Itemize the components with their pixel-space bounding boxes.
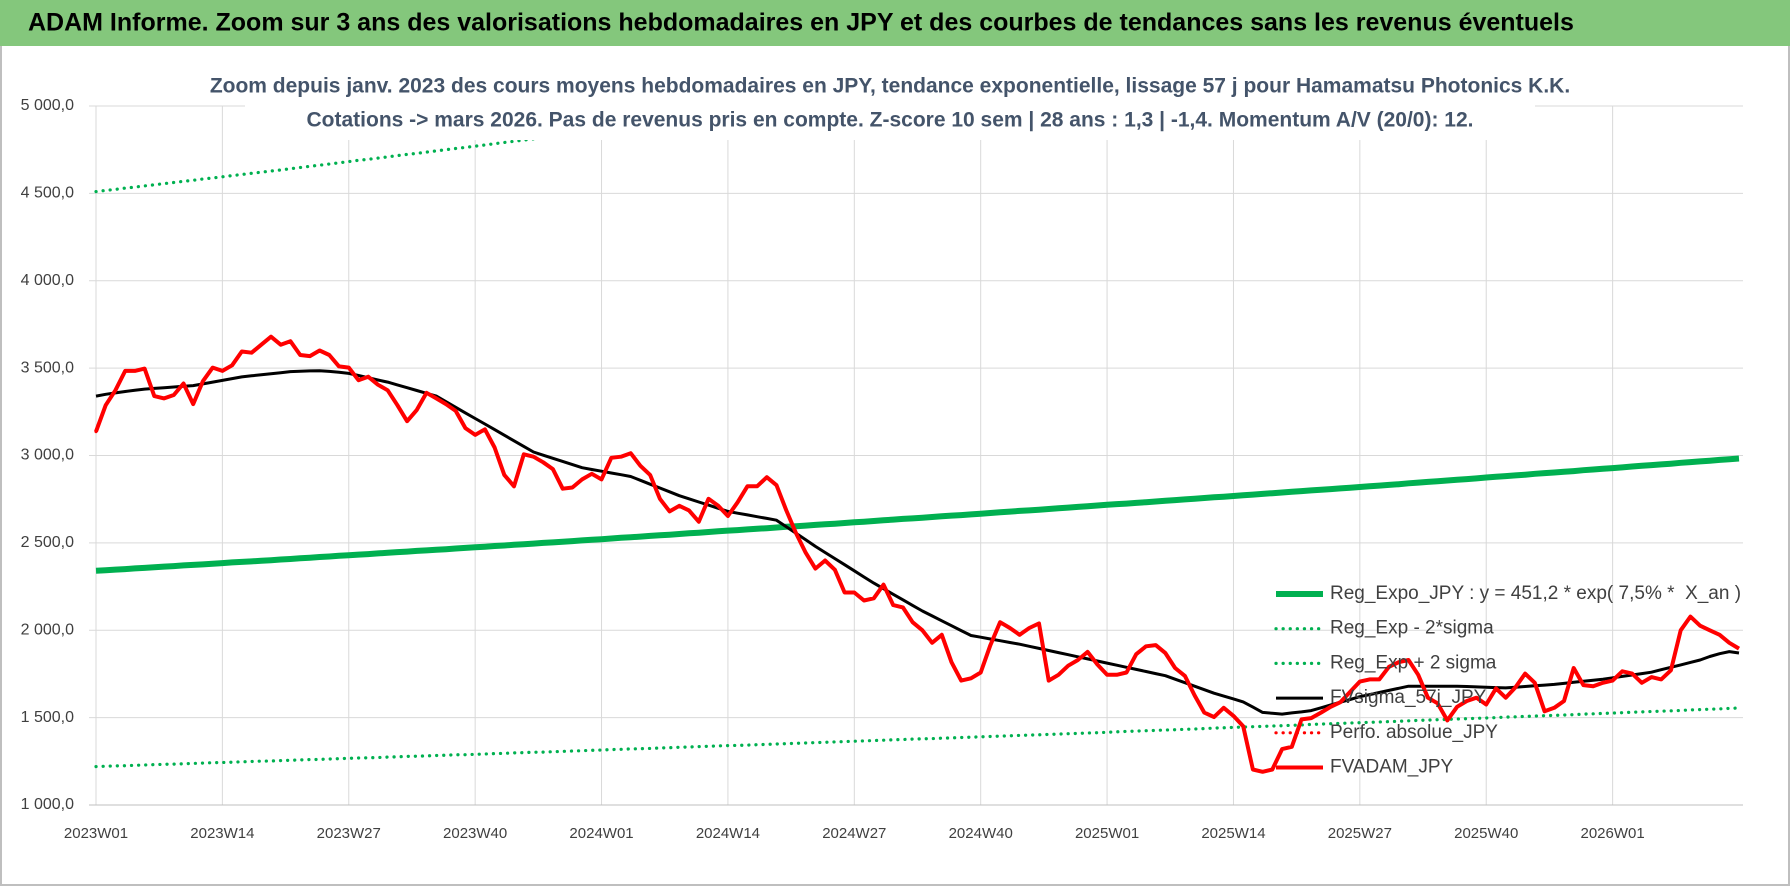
chart-subtitle: Cotations -> mars 2026. Pas de revenus p… [307,109,1474,132]
x-tick-label: 2023W14 [190,825,254,842]
x-tick-label: 2024W01 [569,825,633,842]
chart-title: Zoom depuis janv. 2023 des cours moyens … [210,75,1570,98]
legend: Reg_Expo_JPY : y = 451,2 * exp( 7,5% * X… [1274,583,1741,778]
axes: 1 000,0 1 500,0 2 000,0 2 500,0 3 000,0 3 500… [21,97,1743,842]
y-tick-label: 4 500,0 [21,185,74,202]
legend-label: FVsigma_57j_JPY [1330,687,1487,708]
x-tick-label: 2026W01 [1581,825,1645,842]
x-tick-label: 2024W40 [949,825,1013,842]
title-box [245,68,1535,140]
legend-label: Perfo. absolue_JPY [1330,722,1498,743]
x-tick-label: 2025W40 [1454,825,1518,842]
series-line [94,334,1741,774]
grid [89,105,1743,806]
x-tick-label: 2024W27 [822,825,886,842]
header-bar [0,0,1790,46]
legend-label: Reg_Exp - 2*sigma [1330,618,1494,639]
x-tick-label: 2024W14 [696,825,760,842]
x-tick-label: 2023W40 [443,825,507,842]
series-line [94,104,822,194]
x-tick-label: 2025W01 [1075,825,1139,842]
y-tick-label: 4 000,0 [21,272,74,289]
y-tick-label: 3 000,0 [21,447,74,464]
series-line [94,706,1741,769]
y-tick-label: 5 000,0 [21,97,74,114]
lines [94,104,1741,774]
legend-label: Reg_Expo_JPY : y = 451,2 * exp( 7,5% * X… [1330,583,1741,604]
y-tick-label: 1 000,0 [21,796,74,813]
x-tick-label: 2023W01 [64,825,128,842]
x-tick-label: 2023W27 [317,825,381,842]
y-tick-label: 2 000,0 [21,621,74,638]
legend-label: FVADAM_JPY [1330,757,1454,778]
y-tick-label: 1 500,0 [21,709,74,726]
x-tick-label: 2025W14 [1201,825,1265,842]
y-tick-label: 2 500,0 [21,534,74,551]
header-title: ADAM Informe. Zoom sur 3 ans des valoris… [28,9,1574,37]
series-line [95,455,1740,574]
legend-label: Reg_Exp + 2 sigma [1330,652,1497,673]
y-tick-label: 3 500,0 [21,359,74,376]
x-tick-label: 2025W27 [1328,825,1392,842]
